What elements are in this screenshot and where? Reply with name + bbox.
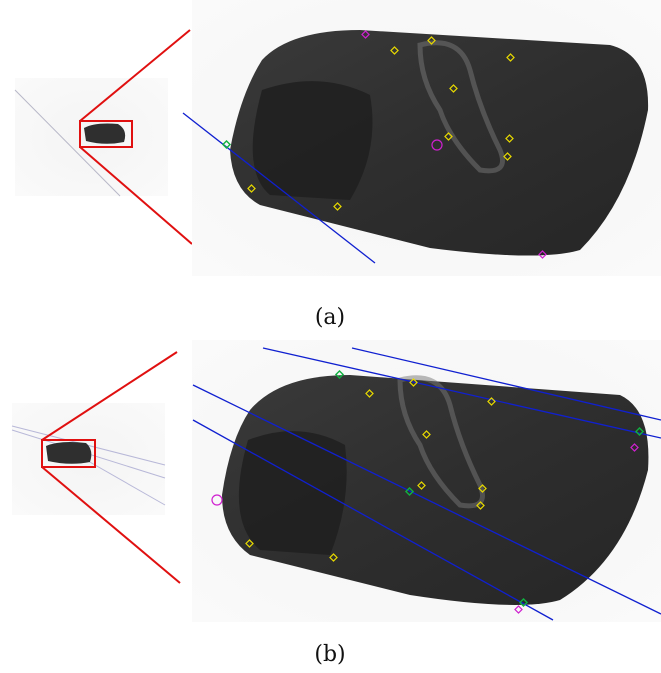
panel-label: (a) <box>315 305 345 330</box>
panel-label: (b) <box>314 642 345 667</box>
rock-shadow <box>239 431 347 555</box>
panel-b: (b) <box>12 340 661 667</box>
page: {"panels": [{"label": "(a)"}, {"label": … <box>0 0 661 673</box>
figure: (a) <box>0 0 661 673</box>
thumb-rock <box>84 124 125 144</box>
thumb-rock <box>46 442 91 464</box>
panel-a: (a) <box>15 0 661 330</box>
